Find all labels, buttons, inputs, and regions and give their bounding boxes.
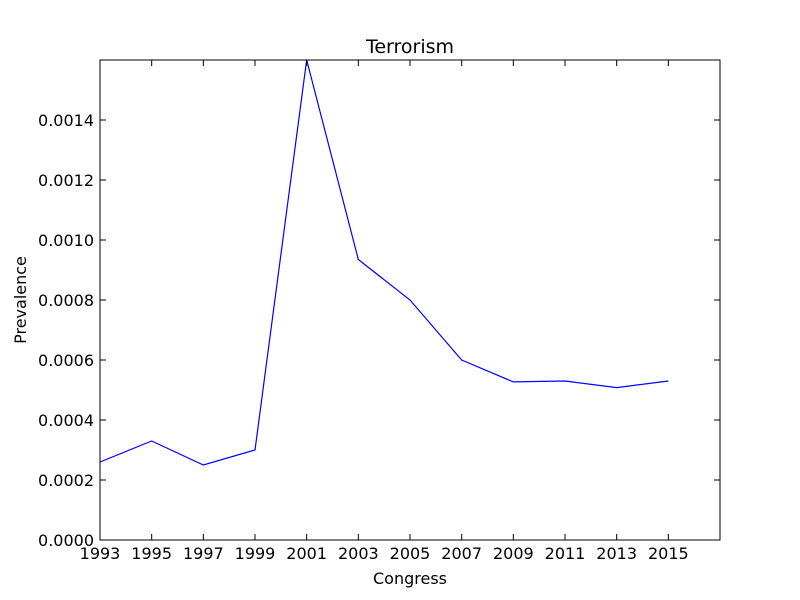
x-tick-label: 1999: [235, 544, 276, 563]
y-tick-label: 0.0000: [38, 531, 94, 550]
y-tick-label: 0.0014: [38, 111, 94, 130]
x-tick-label: 1995: [131, 544, 172, 563]
x-tick-label: 2003: [338, 544, 379, 563]
x-tick-label: 1993: [80, 544, 121, 563]
x-tick-label: 1997: [183, 544, 224, 563]
y-tick-label: 0.0006: [38, 351, 94, 370]
y-tick-label: 0.0008: [38, 291, 94, 310]
x-tick-label: 2015: [648, 544, 689, 563]
y-axis-ticks: 0.0000 0.0002 0.0004 0.0006 0.0008 0.0010 0.00…: [38, 111, 720, 550]
y-tick-label: 0.0010: [38, 231, 94, 250]
x-tick-label: 2007: [441, 544, 482, 563]
y-tick-label: 0.0002: [38, 471, 94, 490]
series-line: [99, 59, 669, 466]
y-tick-label: 0.0004: [38, 411, 94, 430]
x-tick-label: 2011: [545, 544, 586, 563]
y-axis-label: Prevalence: [11, 256, 30, 344]
x-tick-label: 2013: [596, 544, 637, 563]
x-tick-label: 2005: [390, 544, 431, 563]
x-tick-label: 2009: [493, 544, 534, 563]
x-tick-label: 2001: [286, 544, 327, 563]
series-layer: [99, 59, 669, 466]
x-axis-label: Congress: [373, 569, 447, 588]
chart-title: Terrorism: [365, 36, 454, 58]
x-axis-ticks: 1993 1995 1997 1999 2001 2003 2005 2007 2009 2011…: [80, 60, 689, 563]
y-tick-label: 0.0012: [38, 171, 94, 190]
